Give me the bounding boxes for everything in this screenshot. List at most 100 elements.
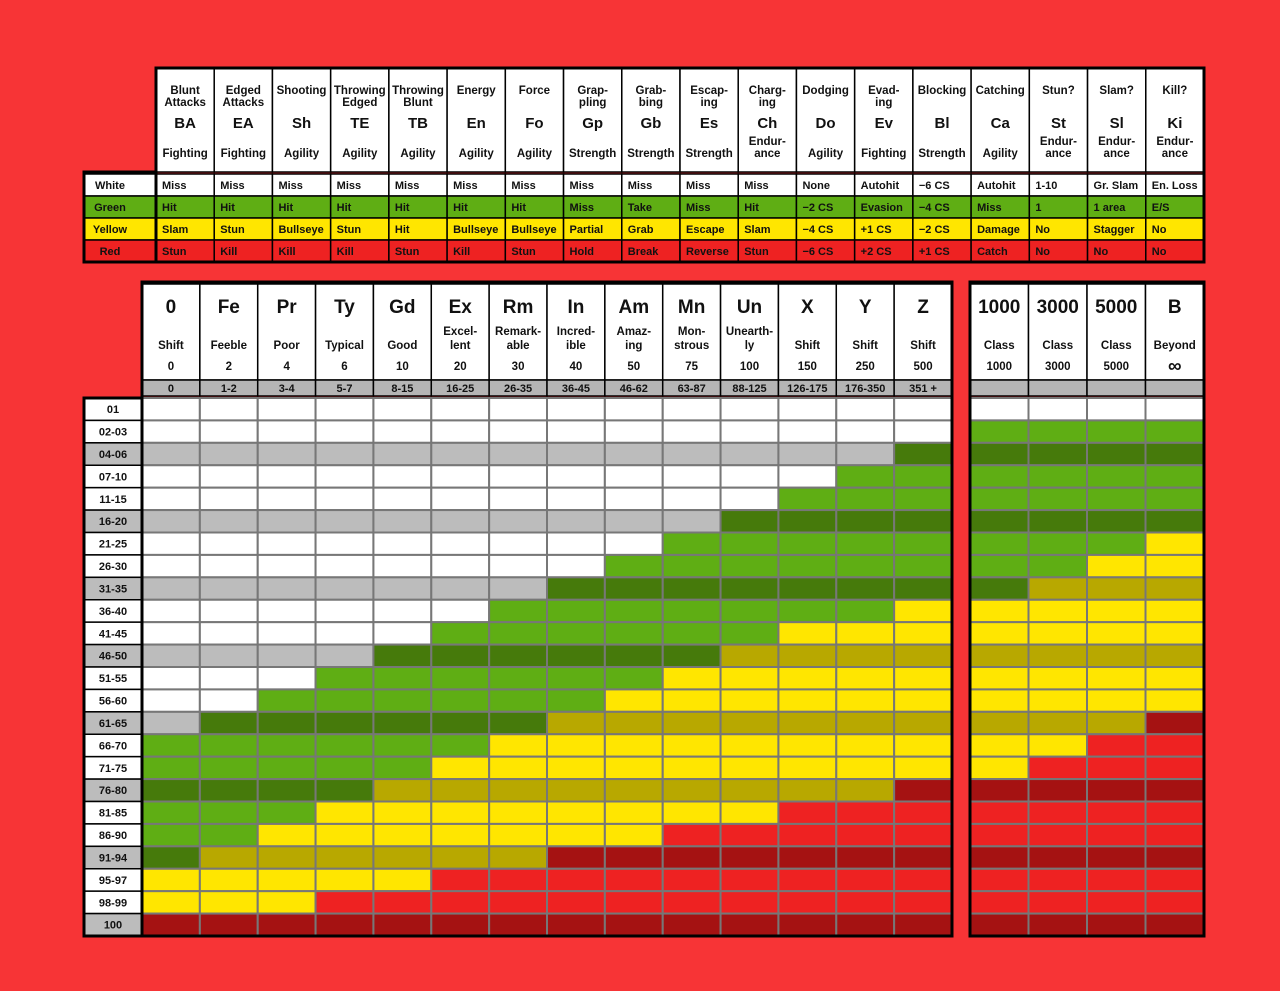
result-cell — [893, 733, 954, 758]
result-cell — [546, 778, 606, 803]
roll-label: 01 — [107, 404, 119, 416]
result-cell — [198, 733, 259, 758]
result-text: No — [1152, 224, 1167, 236]
result-cell — [488, 912, 548, 937]
result-text: No — [1035, 224, 1050, 236]
result-cell — [1027, 845, 1088, 870]
result-cell — [661, 688, 722, 713]
rank-value: 40 — [570, 361, 583, 373]
result-cell — [777, 621, 838, 646]
rank-range: 126-175 — [787, 383, 827, 395]
result-cell — [546, 509, 606, 534]
result-cell — [835, 598, 896, 624]
rank-value: 75 — [685, 361, 698, 373]
result-cell — [719, 688, 780, 713]
result-cell — [1027, 397, 1088, 422]
result-cell — [777, 666, 838, 691]
result-cell — [141, 441, 201, 467]
rank-name: Incred- — [557, 326, 596, 338]
result-cell — [256, 486, 317, 512]
result-cell — [141, 912, 201, 937]
rank-abbr: Am — [618, 297, 649, 318]
rank-value: 3000 — [1045, 361, 1071, 373]
result-cell — [1144, 486, 1205, 512]
result-cell — [719, 800, 780, 825]
rank-abbr: Gd — [389, 297, 415, 318]
result-cell — [314, 912, 375, 937]
result-cell — [546, 822, 606, 848]
attack-header-cell — [737, 67, 798, 173]
result-cell — [198, 486, 259, 512]
result-cell — [719, 733, 780, 758]
rank-name: Class — [1101, 340, 1132, 352]
result-cell — [969, 845, 1030, 870]
result-cell — [256, 755, 317, 781]
result-cell — [372, 867, 433, 893]
result-cell — [893, 576, 954, 601]
result-cell — [893, 643, 954, 668]
result-cell — [777, 464, 838, 489]
rank-value: 20 — [454, 361, 467, 373]
result-cell — [546, 486, 606, 512]
result-cell — [1144, 598, 1205, 624]
result-cell — [835, 912, 896, 937]
result-cell — [314, 890, 375, 915]
result-cell — [835, 464, 896, 489]
attack-name: Slam? — [1099, 85, 1134, 97]
attack-abbr: BA — [174, 115, 196, 132]
result-cell — [488, 800, 548, 825]
result-cell — [893, 890, 954, 915]
result-cell — [1086, 531, 1147, 556]
result-cell — [969, 397, 1030, 422]
result-text: Miss — [686, 202, 710, 214]
result-cell — [661, 845, 722, 870]
result-cell — [1144, 509, 1205, 534]
result-cell — [1027, 733, 1088, 758]
result-cell — [314, 867, 375, 893]
result-cell — [835, 755, 896, 781]
result-cell — [777, 912, 838, 937]
result-cell — [1144, 576, 1205, 601]
result-cell — [141, 419, 201, 444]
result-cell — [256, 800, 317, 825]
result-cell — [835, 441, 896, 467]
result-cell — [488, 733, 548, 758]
result-cell — [893, 800, 954, 825]
attack-ability: Strength — [685, 148, 732, 160]
rank-range: 63-87 — [678, 383, 706, 395]
result-cell — [719, 710, 780, 736]
result-cell — [969, 643, 1030, 668]
attack-name: Blunt — [403, 97, 433, 109]
result-cell — [777, 531, 838, 556]
attack-name: Kill? — [1162, 85, 1187, 97]
result-cell — [256, 397, 317, 422]
result-text: Reverse — [686, 246, 729, 258]
result-cell — [603, 822, 664, 848]
result-cell — [372, 531, 433, 556]
result-cell — [893, 397, 954, 422]
rank-range: 46-62 — [620, 383, 648, 395]
attack-abbr: En — [467, 115, 486, 132]
result-cell — [256, 666, 317, 691]
result-text: Hold — [570, 246, 594, 258]
result-cell — [969, 666, 1030, 691]
rank-name: Feeble — [211, 340, 247, 352]
result-cell — [661, 598, 722, 624]
result-cell — [1086, 666, 1147, 691]
roll-label: 95-97 — [99, 875, 127, 887]
result-cell — [430, 643, 491, 668]
result-cell — [661, 822, 722, 848]
result-cell — [835, 800, 896, 825]
result-text: Miss — [628, 180, 652, 192]
attack-ability: Endur- — [1156, 136, 1193, 148]
result-text: Damage — [977, 224, 1020, 236]
result-cell — [835, 778, 896, 803]
result-cell — [141, 890, 201, 915]
rank-abbr: 3000 — [1037, 297, 1079, 318]
result-cell — [430, 666, 491, 691]
result-cell — [893, 553, 954, 579]
result-text: +1 CS — [861, 224, 892, 236]
attack-abbr: St — [1051, 115, 1066, 132]
rank-header-cell — [314, 283, 375, 381]
roll-label: 98-99 — [99, 897, 127, 909]
